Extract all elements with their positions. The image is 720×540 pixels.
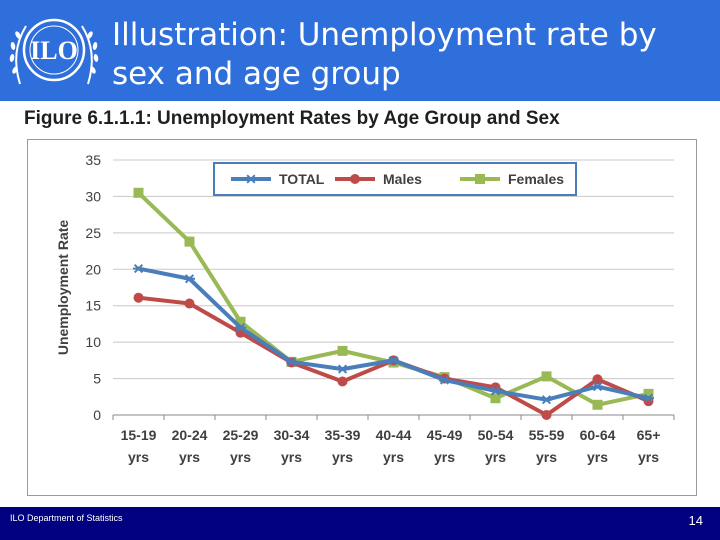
x-tick-label: 50-54 yrs	[478, 427, 514, 465]
data-point-males	[337, 376, 348, 387]
series-line-total	[136, 266, 651, 402]
series-line-females	[136, 190, 651, 407]
y-tick-label: 10	[85, 334, 101, 350]
data-point-total	[286, 357, 297, 367]
data-point-females	[592, 399, 603, 410]
data-point-males	[592, 374, 603, 385]
data-point-total	[643, 393, 654, 403]
data-point-males	[541, 410, 552, 420]
data-point-total	[133, 264, 144, 274]
x-tick-label: 40-44 yrs	[376, 427, 412, 465]
data-point-total	[184, 274, 195, 284]
slide-header: ILO Illustration: Unemployment rate by s…	[0, 0, 720, 101]
footer-department: ILO Department of Statistics	[10, 513, 123, 523]
data-point-total	[592, 382, 603, 392]
legend-label-males: Males	[383, 171, 422, 187]
svg-text:ILO: ILO	[30, 36, 78, 65]
x-tick-label: 30-34 yrs	[274, 427, 310, 465]
data-point-total	[541, 395, 552, 405]
slide-footer: ILO Department of Statistics 14	[0, 507, 720, 540]
data-point-total	[490, 386, 501, 396]
ilo-logo-icon: ILO	[9, 18, 99, 85]
page-number: 14	[688, 513, 703, 528]
data-point-females	[184, 236, 195, 247]
data-point-males	[133, 292, 144, 303]
data-point-total	[235, 323, 246, 333]
x-tick-label: 15-19 yrs	[121, 427, 157, 465]
data-point-total	[337, 364, 348, 374]
x-tick-label: 60-64 yrs	[580, 427, 616, 465]
legend-label-females: Females	[508, 171, 564, 187]
x-tick-label: 20-24 yrs	[172, 427, 208, 465]
data-point-total	[439, 375, 450, 385]
x-tick-label: 25-29 yrs	[223, 427, 259, 465]
data-point-females	[337, 345, 348, 356]
legend-marker-females	[475, 174, 485, 184]
y-tick-label: 15	[85, 298, 101, 314]
legend-marker-males	[350, 174, 360, 184]
x-tick-label: 45-49 yrs	[427, 427, 463, 465]
data-point-females	[235, 316, 246, 327]
y-tick-label: 30	[85, 188, 101, 204]
x-tick-label: 55-59 yrs	[529, 427, 565, 465]
chart-container: 0 5 10 15 20 25 30 35 15-19 yrs 20-24 yrs 25-29 yrs 30…	[27, 139, 697, 496]
legend-box	[213, 162, 577, 196]
y-tick-label: 5	[93, 371, 101, 387]
data-point-females	[541, 371, 552, 382]
data-point-total	[388, 355, 399, 365]
figure-title: Figure 6.1.1.1: Unemployment Rates by Ag…	[24, 108, 560, 129]
data-point-females	[133, 187, 144, 198]
x-tick-label: 65+ yrs	[637, 427, 661, 465]
data-point-females	[643, 388, 654, 399]
line-chart: 0 5 10 15 20 25 30 35 15-19 yrs 20-24 yrs 25-29 yrs 30…	[55, 152, 675, 465]
data-point-males	[184, 298, 195, 309]
y-tick-label: 35	[85, 152, 101, 168]
y-tick-label: 25	[85, 225, 101, 241]
y-tick-label: 0	[93, 407, 101, 423]
y-axis-title: Unemployment Rate	[55, 220, 71, 356]
legend-marker-total	[245, 174, 257, 184]
x-tick-label: 35-39 yrs	[325, 427, 361, 465]
data-point-females	[490, 393, 501, 404]
legend-label-total: TOTAL	[279, 171, 325, 187]
slide-title: Illustration: Unemployment rate by sex a…	[112, 17, 657, 92]
y-tick-label: 20	[85, 261, 101, 277]
